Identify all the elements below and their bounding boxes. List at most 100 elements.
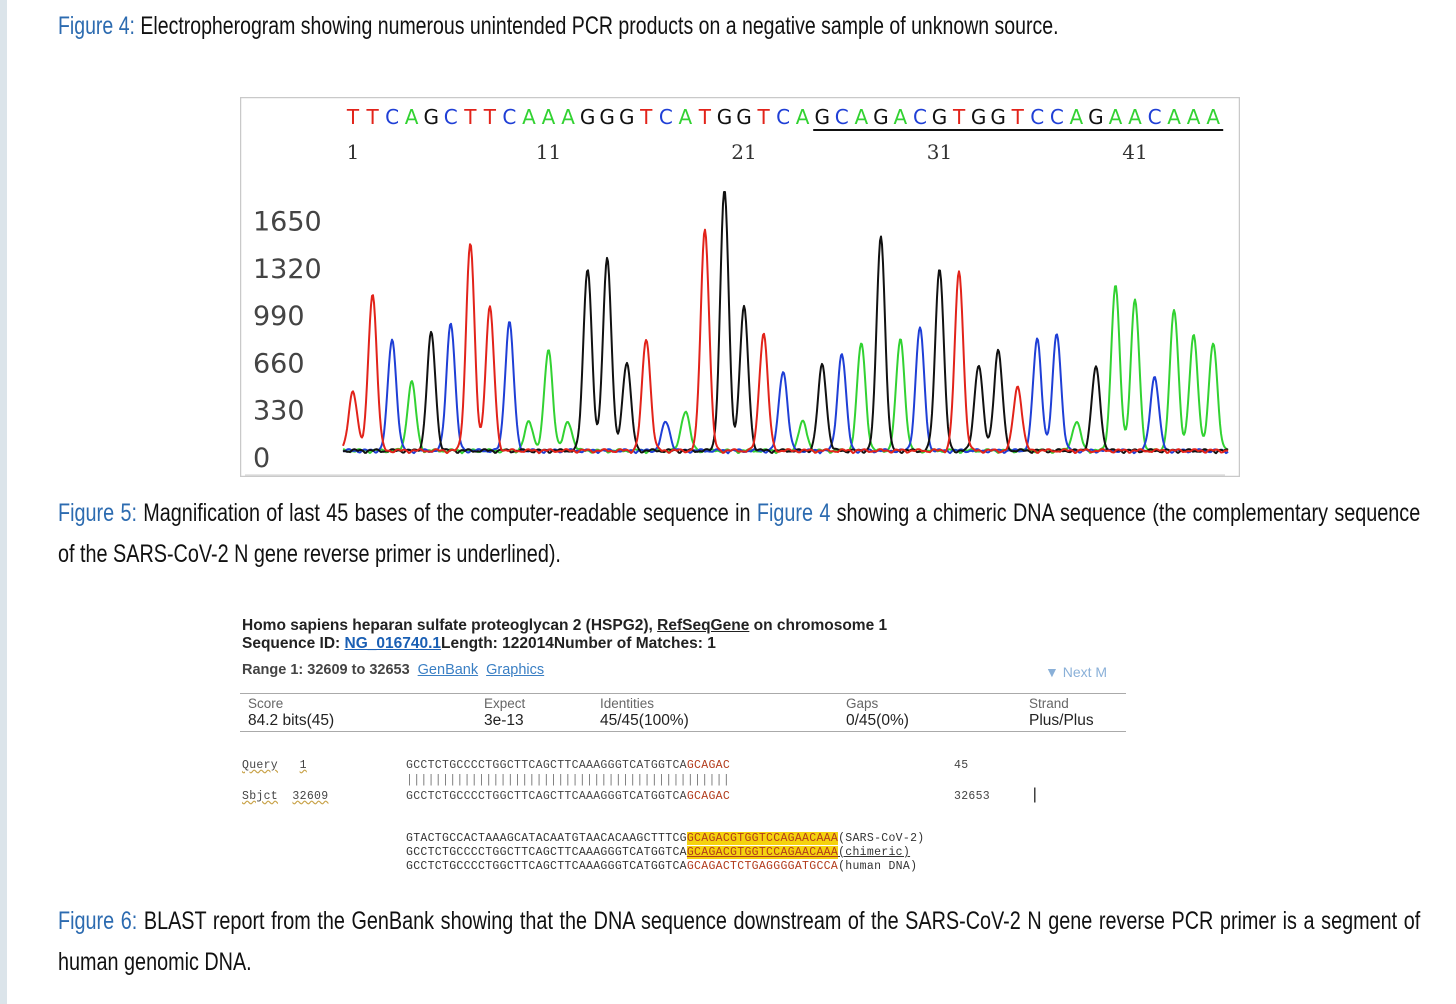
base-call: A (854, 105, 868, 129)
base-call: C (385, 105, 399, 129)
gaps-col: Gaps 0/45(0%) (846, 696, 909, 730)
gaps-header: Gaps (846, 696, 879, 711)
figure-5-label: Figure 5: (58, 499, 137, 527)
expect-col: Expect 3e-13 (484, 696, 525, 730)
chimeric-row-plain: GCCTCTGCCCCTGGCTTCAGCTTCAAAGGGTCATGGTCA (406, 846, 687, 859)
page-left-border (0, 0, 7, 1004)
score-header: Score (248, 696, 284, 711)
base-call: A (1128, 105, 1142, 129)
trace-C (342, 321, 1229, 455)
position-tick-label: 21 (731, 140, 756, 164)
alignment-stats-table: Score 84.2 bits(45) Expect 3e-13 Identit… (240, 693, 1126, 732)
range-line: Range 1: 32609 to 32653 GenBank Graphics (242, 662, 544, 678)
base-call: C (1030, 105, 1044, 129)
base-call: C (1050, 105, 1064, 129)
base-call: A (405, 105, 419, 129)
y-tick-label: 660 (253, 348, 305, 379)
base-call: T (1011, 105, 1025, 129)
query-seq-highlight: GCAGAC (686, 759, 731, 772)
base-call: T (365, 105, 379, 129)
position-ticks: 1 11 21 31 41 (347, 140, 1148, 164)
base-call: C (835, 105, 849, 129)
human-row-diff: GCAGACTCTGAGGGGATGCCA (686, 860, 839, 873)
sars-row-tag: (SARS-CoV-2) (838, 832, 925, 845)
query-end: 45 (954, 759, 969, 772)
base-call: A (1167, 105, 1181, 129)
base-call: C (659, 105, 673, 129)
y-tick-label: 1320 (253, 254, 322, 285)
figure-6-text: BLAST report from the GenBank showing th… (58, 907, 1421, 976)
base-call: G (717, 105, 733, 129)
figure-4-text: Electropherogram showing numerous uninte… (134, 12, 1059, 40)
base-call: T (463, 105, 477, 129)
base-call: G (932, 105, 948, 129)
base-call: T (483, 105, 497, 129)
y-tick-label: 1650 (253, 207, 322, 238)
query-sequence: GCCTCTGCCCCTGGCTTCAGCTTCAAAGGGTCATGGTCAG… (406, 759, 730, 772)
strand-value: Plus/Plus (1029, 712, 1094, 729)
base-call: A (1187, 105, 1201, 129)
score-col: Score 84.2 bits(45) (248, 696, 334, 730)
chromatogram-traces (342, 191, 1229, 455)
base-call: A (796, 105, 810, 129)
chimeric-row-primer: GCAGACGTGGTCCAGAACAAA (686, 846, 839, 859)
base-call: A (1070, 105, 1084, 129)
base-call: G (873, 105, 889, 129)
human-row-tag: (human DNA) (838, 860, 918, 873)
gaps-value: 0/45(0%) (846, 712, 909, 729)
position-tick-label: 11 (536, 140, 561, 164)
base-call: C (502, 105, 516, 129)
base-call: A (542, 105, 556, 129)
base-call: T (698, 105, 712, 129)
base-call: G (990, 105, 1006, 129)
base-call: A (561, 105, 575, 129)
blast-sequence-info: Sequence ID: NG_016740.1Length: 122014Nu… (242, 635, 716, 653)
length-text: Length: 122014 (441, 635, 554, 652)
blast-hit-title: Homo sapiens heparan sulfate proteoglyca… (242, 617, 887, 635)
chimeric-row: GCCTCTGCCCCTGGCTTCAGCTTCAAAGGGTCATGGTCAG… (406, 846, 925, 860)
position-tick-label: 41 (1122, 140, 1147, 164)
human-row-plain: GCCTCTGCCCCTGGCTTCAGCTTCAAAGGGTCATGGTCA (406, 860, 687, 873)
base-call: A (522, 105, 536, 129)
next-match-link[interactable]: ▼ Next M (1045, 664, 1108, 680)
position-tick-label: 1 (347, 140, 360, 164)
base-call: C (776, 105, 790, 129)
range-text: Range 1: 32609 to 32653 (242, 662, 410, 678)
y-tick-label: 990 (253, 301, 305, 332)
genbank-link[interactable]: GenBank (417, 662, 479, 678)
match-line: ||||||||||||||||||||||||||||||||||||||||… (406, 774, 731, 787)
hit-title-suffix: on chromosome 1 (749, 617, 888, 634)
figure-4-reference-link[interactable]: Figure 4 (756, 499, 831, 527)
seqid-link[interactable]: NG_016740.1 (344, 635, 442, 652)
y-tick-label: 330 (253, 396, 305, 427)
figure-4-caption: Figure 4: Electropherogram showing numer… (58, 6, 1173, 47)
identities-value: 45/45(100%) (600, 712, 689, 729)
base-call: A (679, 105, 693, 129)
trace-T (342, 228, 1229, 455)
expect-header: Expect (484, 696, 526, 711)
base-call: C (444, 105, 458, 129)
refseqgene-link[interactable]: RefSeqGene (657, 617, 750, 634)
figure-5-text-after: showing a chimeric DNA sequence (the com… (58, 499, 1421, 568)
hit-title-text: Homo sapiens heparan sulfate proteoglyca… (242, 617, 658, 634)
matches-text: Number of Matches: 1 (553, 635, 716, 652)
figure-4-label: Figure 4: (58, 12, 135, 40)
base-call: A (1109, 105, 1123, 129)
graphics-link[interactable]: Graphics (486, 662, 545, 678)
base-call: T (346, 105, 360, 129)
base-call: G (1088, 105, 1104, 129)
base-call: T (639, 105, 653, 129)
sars-row-primer: GCAGACGTGGTCCAGAACAAA (686, 832, 839, 845)
y-axis-ticks: 0 330 660 990 1320 1650 (253, 207, 322, 474)
sbjct-label: Sbjct 32609 (242, 790, 328, 803)
query-label-text: Query (242, 759, 279, 772)
query-seq-plain: GCCTCTGCCCCTGGCTTCAGCTTCAAAGGGTCATGGTCA (406, 759, 687, 772)
blast-report: Homo sapiens heparan sulfate proteoglyca… (240, 612, 1250, 887)
strand-col: Strand Plus/Plus (1029, 696, 1094, 730)
base-call: G (971, 105, 987, 129)
base-call: G (814, 105, 830, 129)
sbjct-end: 32653 (954, 790, 991, 803)
y-tick-label: 0 (253, 443, 270, 474)
